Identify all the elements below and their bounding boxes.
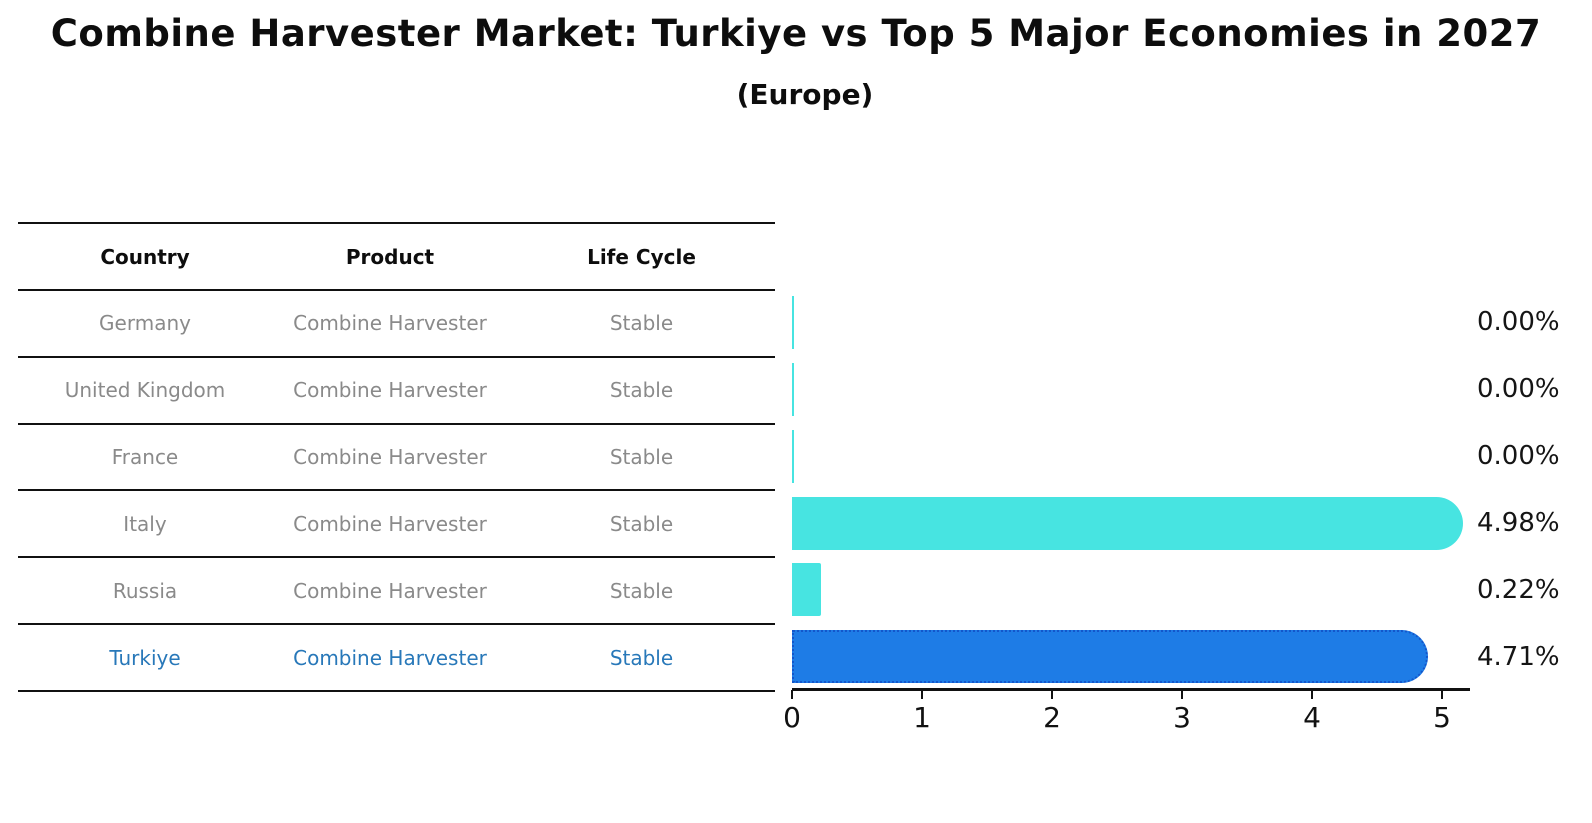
cell-product: Combine Harvester	[293, 445, 487, 470]
bar-row-italy: 4.98%	[792, 490, 1592, 557]
cell-life-cycle: Stable	[609, 645, 674, 670]
x-tick-label-1: 1	[913, 701, 931, 734]
cell-product: Combine Harvester	[293, 645, 487, 670]
x-tick-label-4: 4	[1303, 701, 1321, 734]
value-label-russia: 0.22%	[1477, 574, 1560, 605]
column-header-life-cycle: Life Cycle	[587, 244, 696, 269]
value-label-united-kingdom: 0.00%	[1477, 374, 1560, 405]
cell-life-cycle: Stable	[609, 311, 674, 336]
table-header-row: Country Product Life Cycle	[18, 222, 775, 289]
bar-germany	[792, 296, 794, 349]
bar-russia	[792, 563, 821, 617]
x-tick-1	[921, 690, 923, 699]
cell-country: Italy	[123, 511, 167, 536]
value-label-france: 0.00%	[1477, 441, 1560, 472]
bar-italy	[792, 496, 1464, 550]
chart-title: Combine Harvester Market: Turkiye vs Top…	[50, 12, 1542, 55]
cell-life-cycle: Stable	[609, 511, 674, 536]
value-label-italy: 4.98%	[1477, 507, 1560, 538]
column-header-country: Country	[100, 244, 190, 269]
x-tick-3	[1181, 690, 1183, 699]
bar-united-kingdom	[792, 362, 794, 416]
cell-product: Combine Harvester	[293, 511, 487, 536]
value-label-germany: 0.00%	[1477, 307, 1560, 338]
x-tick-label-5: 5	[1433, 701, 1451, 734]
x-tick-2	[1051, 690, 1053, 699]
cell-country: United Kingdom	[64, 378, 226, 403]
bar-row-russia: 0.22%	[792, 556, 1592, 623]
bar-chart: 0.00% 0.00% 0.00% 4.98% 0.22% 4.71%	[792, 289, 1592, 690]
table-row-turkiye: Turkiye Combine Harvester Stable	[18, 623, 775, 690]
cell-country: Turkiye	[109, 645, 181, 670]
cell-country: Russia	[112, 578, 178, 603]
x-tick-5	[1441, 690, 1443, 699]
bar-turkiye	[792, 630, 1429, 684]
x-tick-label-2: 2	[1043, 701, 1061, 734]
cell-life-cycle: Stable	[609, 578, 674, 603]
bar-row-germany: 0.00%	[792, 289, 1592, 356]
table-row-germany: Germany Combine Harvester Stable	[18, 289, 775, 356]
bar-row-turkiye: 4.71%	[792, 623, 1592, 690]
table-row-united-kingdom: United Kingdom Combine Harvester Stable	[18, 355, 775, 423]
bar-row-france: 0.00%	[792, 423, 1592, 490]
bar-france	[792, 429, 794, 483]
x-tick-label-3: 3	[1173, 701, 1191, 734]
cell-country: France	[111, 445, 179, 470]
cell-product: Combine Harvester	[293, 578, 487, 603]
cell-product: Combine Harvester	[293, 311, 487, 336]
x-tick-0	[791, 690, 793, 699]
x-tick-label-0: 0	[783, 701, 801, 734]
cell-product: Combine Harvester	[293, 378, 487, 403]
cell-life-cycle: Stable	[609, 378, 674, 403]
country-table: Country Product Life Cycle Germany Combi…	[18, 222, 775, 692]
cell-life-cycle: Stable	[609, 445, 674, 470]
table-row-france: France Combine Harvester Stable	[18, 422, 775, 490]
column-header-product: Product	[345, 244, 435, 269]
table-row-italy: Italy Combine Harvester Stable	[18, 489, 775, 556]
x-axis-line	[792, 688, 1470, 691]
bar-row-united-kingdom: 0.00%	[792, 356, 1592, 423]
value-label-turkiye: 4.71%	[1477, 641, 1560, 672]
cell-country: Germany	[99, 311, 191, 336]
x-tick-4	[1311, 690, 1313, 699]
table-row-russia: Russia Combine Harvester Stable	[18, 556, 775, 623]
chart-subtitle: (Europe)	[736, 78, 874, 111]
